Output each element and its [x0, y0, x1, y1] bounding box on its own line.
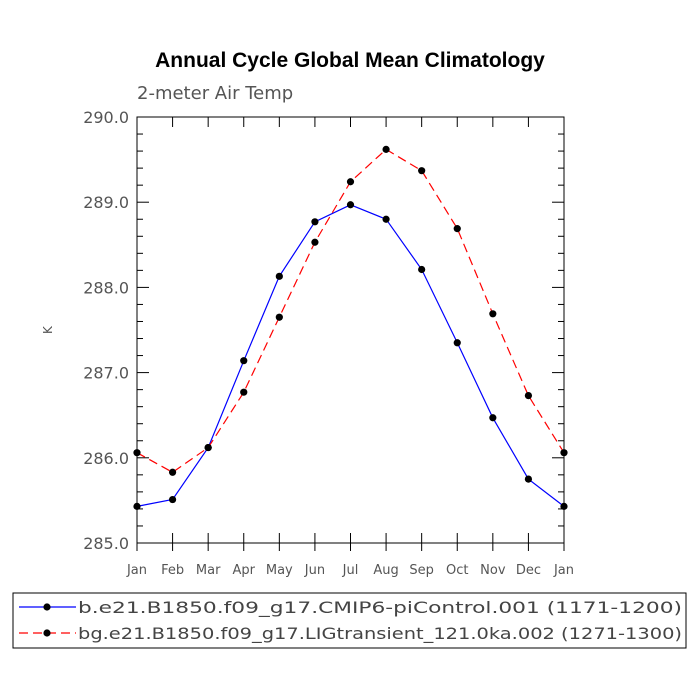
data-point-s2-3: [240, 388, 248, 396]
axis-ticks: 285.0 286.0 287.0 288.0 289.0 290.0 Jan Feb Mar A…: [83, 108, 574, 578]
y-tick-label: 287.0: [83, 364, 129, 383]
x-tick-label: Sep: [409, 563, 434, 578]
data-point-s2-2: [204, 443, 212, 452]
data-point-s2-4: [275, 313, 283, 321]
data-point-s1-1: [168, 495, 177, 504]
y-tick-label: 289.0: [83, 193, 129, 212]
data-point-s1-9: [453, 339, 461, 347]
x-tick-label: Jan: [126, 563, 147, 578]
x-tick-label: Mar: [196, 563, 221, 578]
data-point-s1-0: [133, 502, 141, 510]
x-tick-label: Jun: [304, 563, 325, 578]
x-tick-label: May: [266, 563, 293, 578]
data-point-s2-1: [168, 468, 177, 476]
x-tick-label: Feb: [161, 563, 184, 578]
data-point-s1-3: [240, 357, 248, 365]
data-point-s1-4: [275, 272, 283, 280]
legend-marker-2: [43, 629, 51, 637]
legend: b.e21.B1850.f09_g17.CMIP6-piControl.001 …: [12, 592, 687, 649]
data-point-s2-12: [560, 449, 568, 457]
data-point-s1-11: [524, 475, 533, 483]
chart-subtitle: 2-meter Air Temp: [137, 83, 293, 104]
series-line-2: [136, 148, 565, 474]
y-tick-label: 288.0: [83, 278, 129, 297]
data-point-s1-12: [560, 502, 568, 510]
data-point-s2-8: [418, 167, 426, 175]
x-tick-label: Oct: [446, 563, 468, 578]
y-axis-label: K: [41, 325, 55, 334]
data-point-s2-6: [346, 178, 355, 186]
series-line-1: [136, 204, 565, 507]
legend-box: [12, 592, 687, 649]
x-tick-label: Apr: [233, 563, 256, 578]
legend-marker-1: [43, 603, 51, 611]
data-point-s1-5: [311, 218, 319, 226]
data-point-s1-6: [346, 201, 355, 209]
data-point-s2-10: [489, 310, 497, 318]
x-tick-label: Jul: [342, 563, 359, 578]
y-tick-label: 286.0: [83, 449, 129, 468]
data-point-s2-7: [382, 145, 390, 153]
data-point-s1-7: [382, 215, 390, 223]
legend-label-2: bg.e21.B1850.f09_g17.LIGtransient_121.0k…: [78, 624, 682, 644]
x-tick-label: Jan: [553, 563, 574, 578]
data-point-s1-8: [418, 265, 426, 274]
data-point-s2-11: [524, 392, 533, 400]
data-point-s2-5: [311, 238, 319, 246]
x-tick-label: Aug: [373, 563, 398, 578]
series-layer: [133, 145, 568, 510]
data-point-s2-0: [133, 449, 141, 457]
data-point-s1-10: [489, 414, 497, 422]
legend-label-1: b.e21.B1850.f09_g17.CMIP6-piControl.001 …: [78, 598, 682, 618]
x-tick-label: Dec: [516, 563, 541, 578]
data-point-s2-9: [453, 225, 461, 233]
x-tick-label: Nov: [480, 563, 506, 578]
chart-title: Annual Cycle Global Mean Climatology: [155, 49, 545, 72]
y-tick-label: 290.0: [83, 108, 129, 127]
y-tick-label: 285.0: [83, 534, 129, 553]
